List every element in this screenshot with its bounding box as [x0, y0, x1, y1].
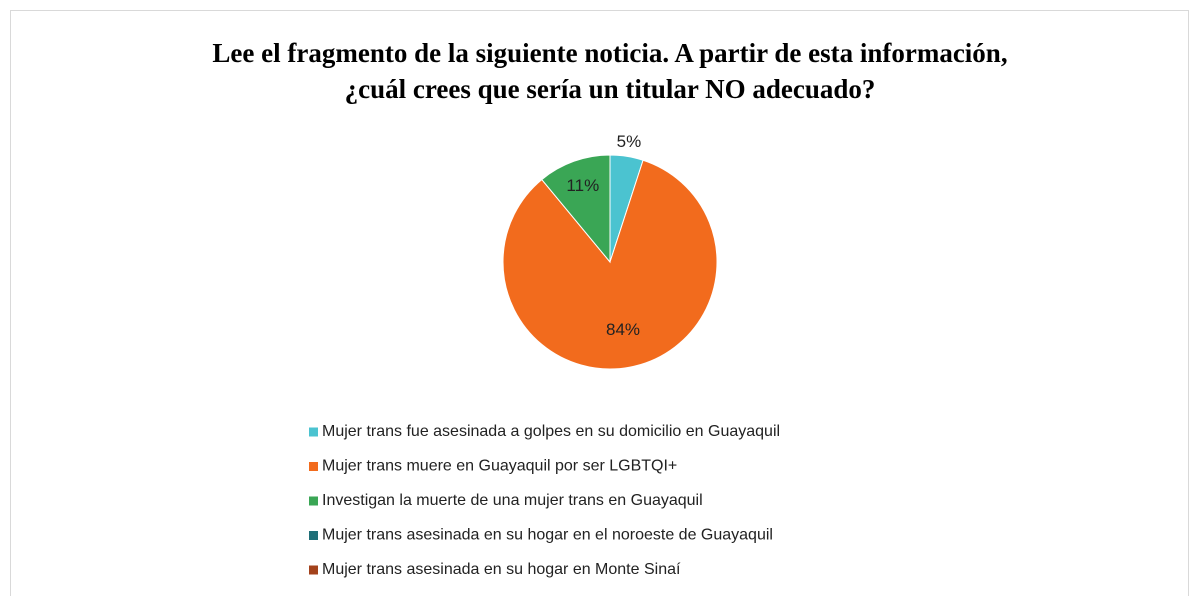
data-label: 84% [606, 320, 640, 339]
legend-swatch [309, 565, 318, 575]
legend-label: Investigan la muerte de una mujer trans … [322, 492, 703, 509]
data-label: 11% [566, 176, 599, 195]
legend-label: Mujer trans asesinada en su hogar en Mon… [322, 561, 681, 578]
legend-swatch [309, 427, 318, 437]
legend-swatch [309, 462, 318, 471]
legend-label: Mujer trans asesinada en su hogar en el … [322, 527, 773, 544]
data-label: 5% [617, 132, 642, 151]
legend-swatch [309, 496, 318, 506]
pie-slice [541, 154, 611, 264]
legend-label: Mujer trans muere en Guayaquil por ser L… [322, 458, 677, 475]
chart-title: Lee el fragmento de la siguiente noticia… [212, 38, 1007, 68]
pie-slice [502, 159, 718, 370]
legend-label: Mujer trans fue asesinada a golpes en su… [322, 423, 780, 440]
legend-swatch [309, 531, 318, 540]
chart-subtitle: ¿cuál crees que sería un titular NO adec… [345, 74, 876, 104]
